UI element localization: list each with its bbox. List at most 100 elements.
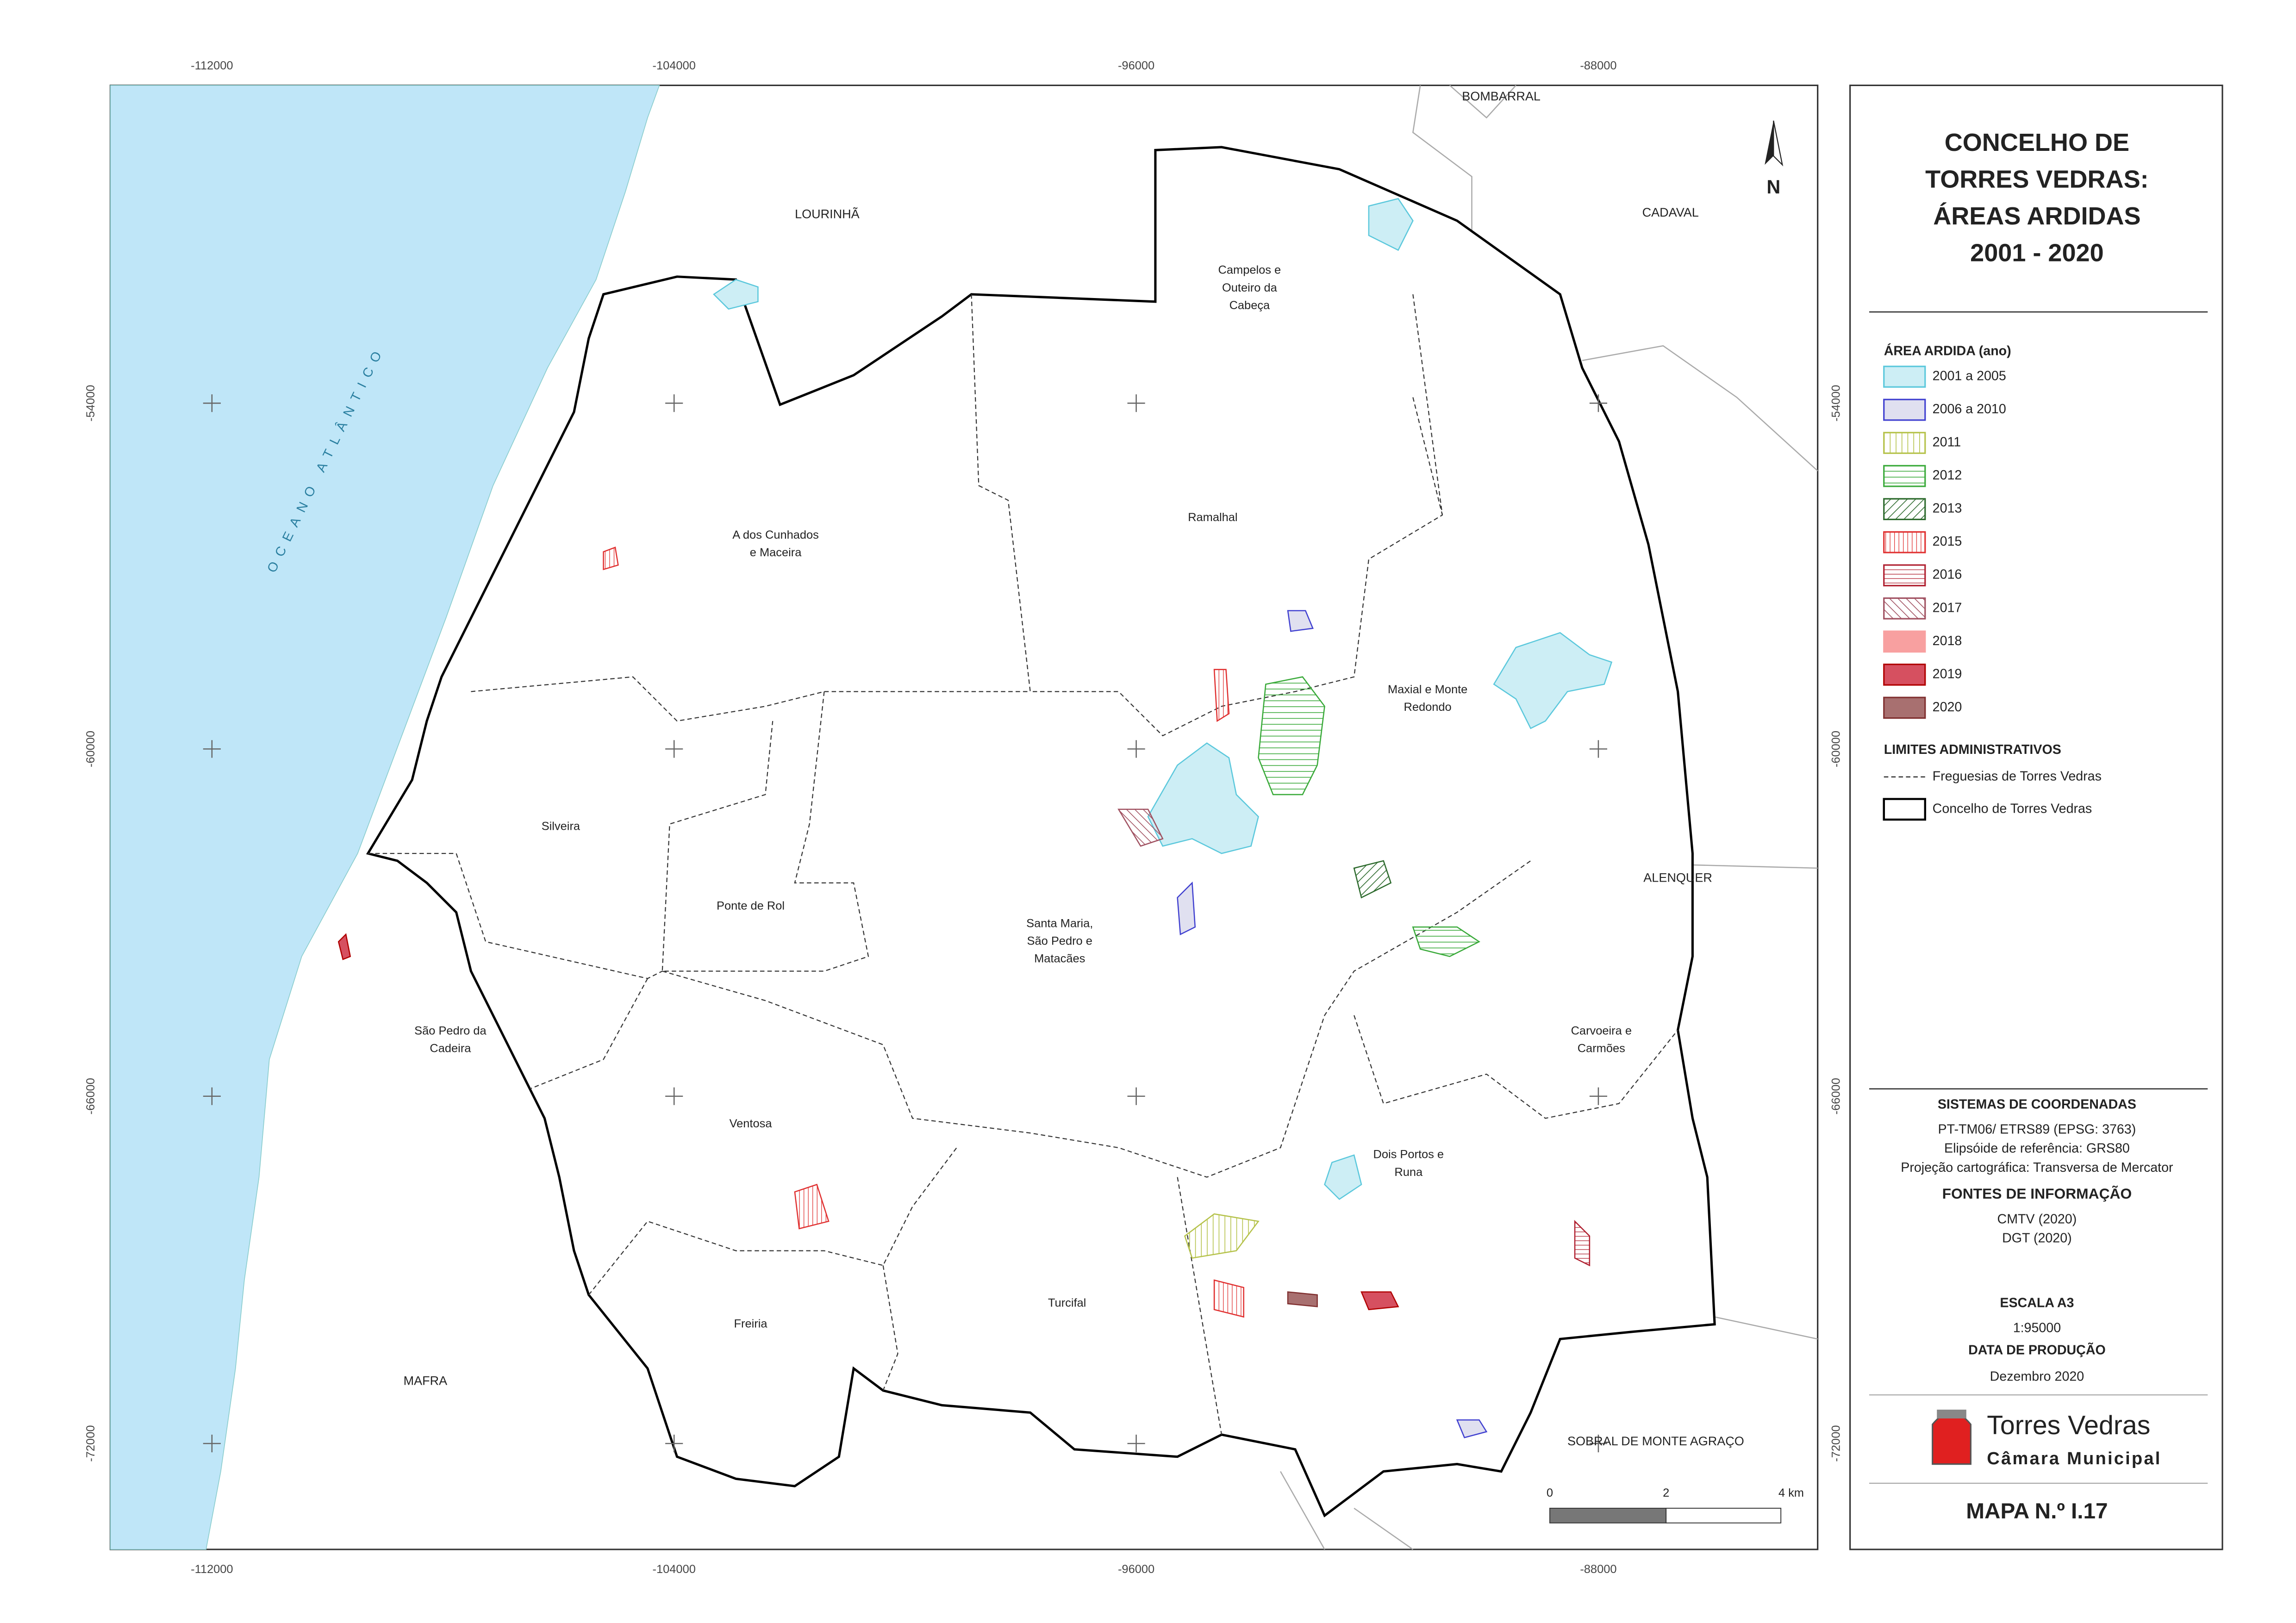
- info-heading: DATA DE PRODUÇÃO: [1968, 1342, 2106, 1357]
- y-coordinate-label: -72000: [1830, 1425, 1843, 1462]
- x-coordinate-label: -112000: [191, 1563, 233, 1576]
- parish-name: Matacães: [1034, 952, 1085, 965]
- parish-name: Ramalhal: [1188, 511, 1237, 524]
- legend-swatch: [1883, 564, 1926, 587]
- parish-name: Carvoeira e: [1571, 1025, 1632, 1038]
- legend-heading: ÁREA ARDIDA (ano): [1884, 342, 2011, 358]
- parish-name: e Maceira: [750, 546, 802, 559]
- labels: -112000 -112000 -104000 -104000 -96000 -96000…: [84, 59, 2173, 1576]
- legend-label: 2013: [1933, 501, 1962, 516]
- legend-swatches: [1883, 366, 1926, 719]
- legend-swatch: [1883, 465, 1926, 487]
- info-text: 1:95000: [2013, 1321, 2061, 1336]
- ocean: [110, 85, 660, 1550]
- x-coordinate-label: -112000: [191, 59, 233, 72]
- parish-boundaries: [368, 294, 1678, 1435]
- map-title: ÁREAS ARDIDAS: [1933, 202, 2140, 230]
- y-coordinate-label: -60000: [84, 731, 97, 767]
- parish-name: Maxial e Monte: [1388, 683, 1467, 696]
- parish-name: Santa Maria,: [1026, 917, 1093, 930]
- legend-swatch: [1883, 531, 1926, 553]
- map-title: CONCELHO DE: [1945, 129, 2129, 156]
- info-text: PT-TM06/ ETRS89 (EPSG: 3763): [1938, 1122, 2136, 1137]
- x-coordinate-label: -88000: [1580, 1563, 1616, 1576]
- scale-label: 4 km: [1778, 1486, 1804, 1499]
- x-coordinate-label: -104000: [653, 59, 696, 72]
- legend-heading: LIMITES ADMINISTRATIVOS: [1884, 742, 2061, 757]
- municipality-name: SOBRAL DE MONTE AGRAÇO: [1567, 1434, 1744, 1448]
- parish-name: Ponte de Rol: [717, 899, 785, 912]
- municipality-name: CADAVAL: [1642, 205, 1699, 219]
- legend-label: 2006 a 2010: [1933, 402, 2006, 417]
- parish-name: Campelos e: [1218, 264, 1281, 277]
- x-coordinate-label: -88000: [1580, 59, 1616, 72]
- legend-swatch: [1883, 663, 1926, 686]
- parish-name: Silveira: [542, 820, 580, 833]
- parish-name: Carmões: [1578, 1042, 1625, 1055]
- y-coordinate-label: -72000: [84, 1425, 97, 1462]
- legend-label: 2020: [1933, 700, 1962, 715]
- legend-swatch: [1883, 432, 1926, 454]
- map-number: MAPA N.º I.17: [1966, 1499, 2108, 1524]
- map-frame: [109, 84, 1819, 1550]
- info-text: Dezembro 2020: [1990, 1369, 2084, 1384]
- north-label: N: [1766, 176, 1780, 198]
- legend-swatch: [1883, 597, 1926, 620]
- legend-swatch: [1883, 398, 1926, 421]
- y-coordinate-label: -66000: [1830, 1078, 1843, 1114]
- legend-swatch: [1883, 366, 1926, 388]
- map-title: 2001 - 2020: [1970, 239, 2104, 267]
- parish-name: Ventosa: [730, 1117, 773, 1130]
- parish-name: A dos Cunhados: [732, 529, 819, 541]
- parish-name: Turcifal: [1048, 1297, 1086, 1310]
- info-text: CMTV (2020): [1997, 1212, 2077, 1226]
- legend-label: 2001 a 2005: [1933, 369, 2006, 384]
- municipality-name: ALENQUER: [1643, 871, 1712, 884]
- parish-name: Cadeira: [430, 1042, 471, 1055]
- info-text: Projeção cartográfica: Transversa de Mer…: [1901, 1160, 2173, 1175]
- logo-subtitle: Câmara Municipal: [1987, 1449, 2161, 1468]
- grid-crosses: [203, 394, 1607, 1453]
- scale-bar: [1549, 1508, 1782, 1524]
- info-heading: SISTEMAS DE COORDENADAS: [1938, 1097, 2136, 1112]
- y-coordinate-label: -54000: [1830, 385, 1843, 422]
- legend-label: 2018: [1933, 634, 1962, 648]
- scale-label: 2: [1663, 1486, 1669, 1499]
- north-arrow: [1765, 120, 1784, 167]
- y-coordinate-label: -54000: [84, 385, 97, 422]
- x-coordinate-label: -104000: [653, 1563, 696, 1576]
- parish-name: Cabeça: [1229, 299, 1270, 312]
- legend-label: 2012: [1933, 468, 1962, 483]
- municipality-boundary: [366, 146, 1716, 1517]
- scale-label: 0: [1547, 1486, 1553, 1499]
- legend-swatch: [1883, 696, 1926, 719]
- legend-label: Freguesias de Torres Vedras: [1933, 769, 2102, 784]
- legend-label: 2017: [1933, 600, 1962, 615]
- legend-label: 2019: [1933, 666, 1962, 681]
- logo-name: Torres Vedras: [1987, 1411, 2150, 1440]
- logo: [1932, 1409, 1972, 1465]
- x-coordinate-label: -96000: [1118, 1563, 1154, 1576]
- info-text: Elipsóide de referência: GRS80: [1944, 1141, 2130, 1156]
- info-heading: ESCALA A3: [2000, 1296, 2074, 1311]
- legend-panel: [1849, 84, 2223, 1550]
- legend-label: 2015: [1933, 534, 1962, 549]
- x-coordinate-label: -96000: [1118, 59, 1154, 72]
- municipality-name: BOMBARRAL: [1462, 89, 1541, 103]
- info-heading: FONTES DE INFORMAÇÃO: [1942, 1185, 2132, 1202]
- parish-name: São Pedro e: [1027, 935, 1092, 948]
- parish-name: Dois Portos e: [1373, 1148, 1444, 1161]
- legend-swatch: [1883, 630, 1926, 653]
- parish-name: São Pedro da: [414, 1025, 487, 1038]
- y-coordinate-label: -60000: [1830, 731, 1843, 767]
- legend-swatch: [1883, 498, 1926, 520]
- info-text: DGT (2020): [2002, 1231, 2072, 1246]
- y-coordinate-label: -66000: [84, 1078, 97, 1114]
- parish-name: Outeiro da: [1222, 281, 1278, 294]
- legend-label: Concelho de Torres Vedras: [1933, 801, 2092, 816]
- map-title: TORRES VEDRAS:: [1925, 165, 2149, 193]
- legend-label: 2016: [1933, 567, 1962, 582]
- burned-areas: [337, 198, 1613, 1438]
- parish-name: Freiria: [734, 1317, 768, 1330]
